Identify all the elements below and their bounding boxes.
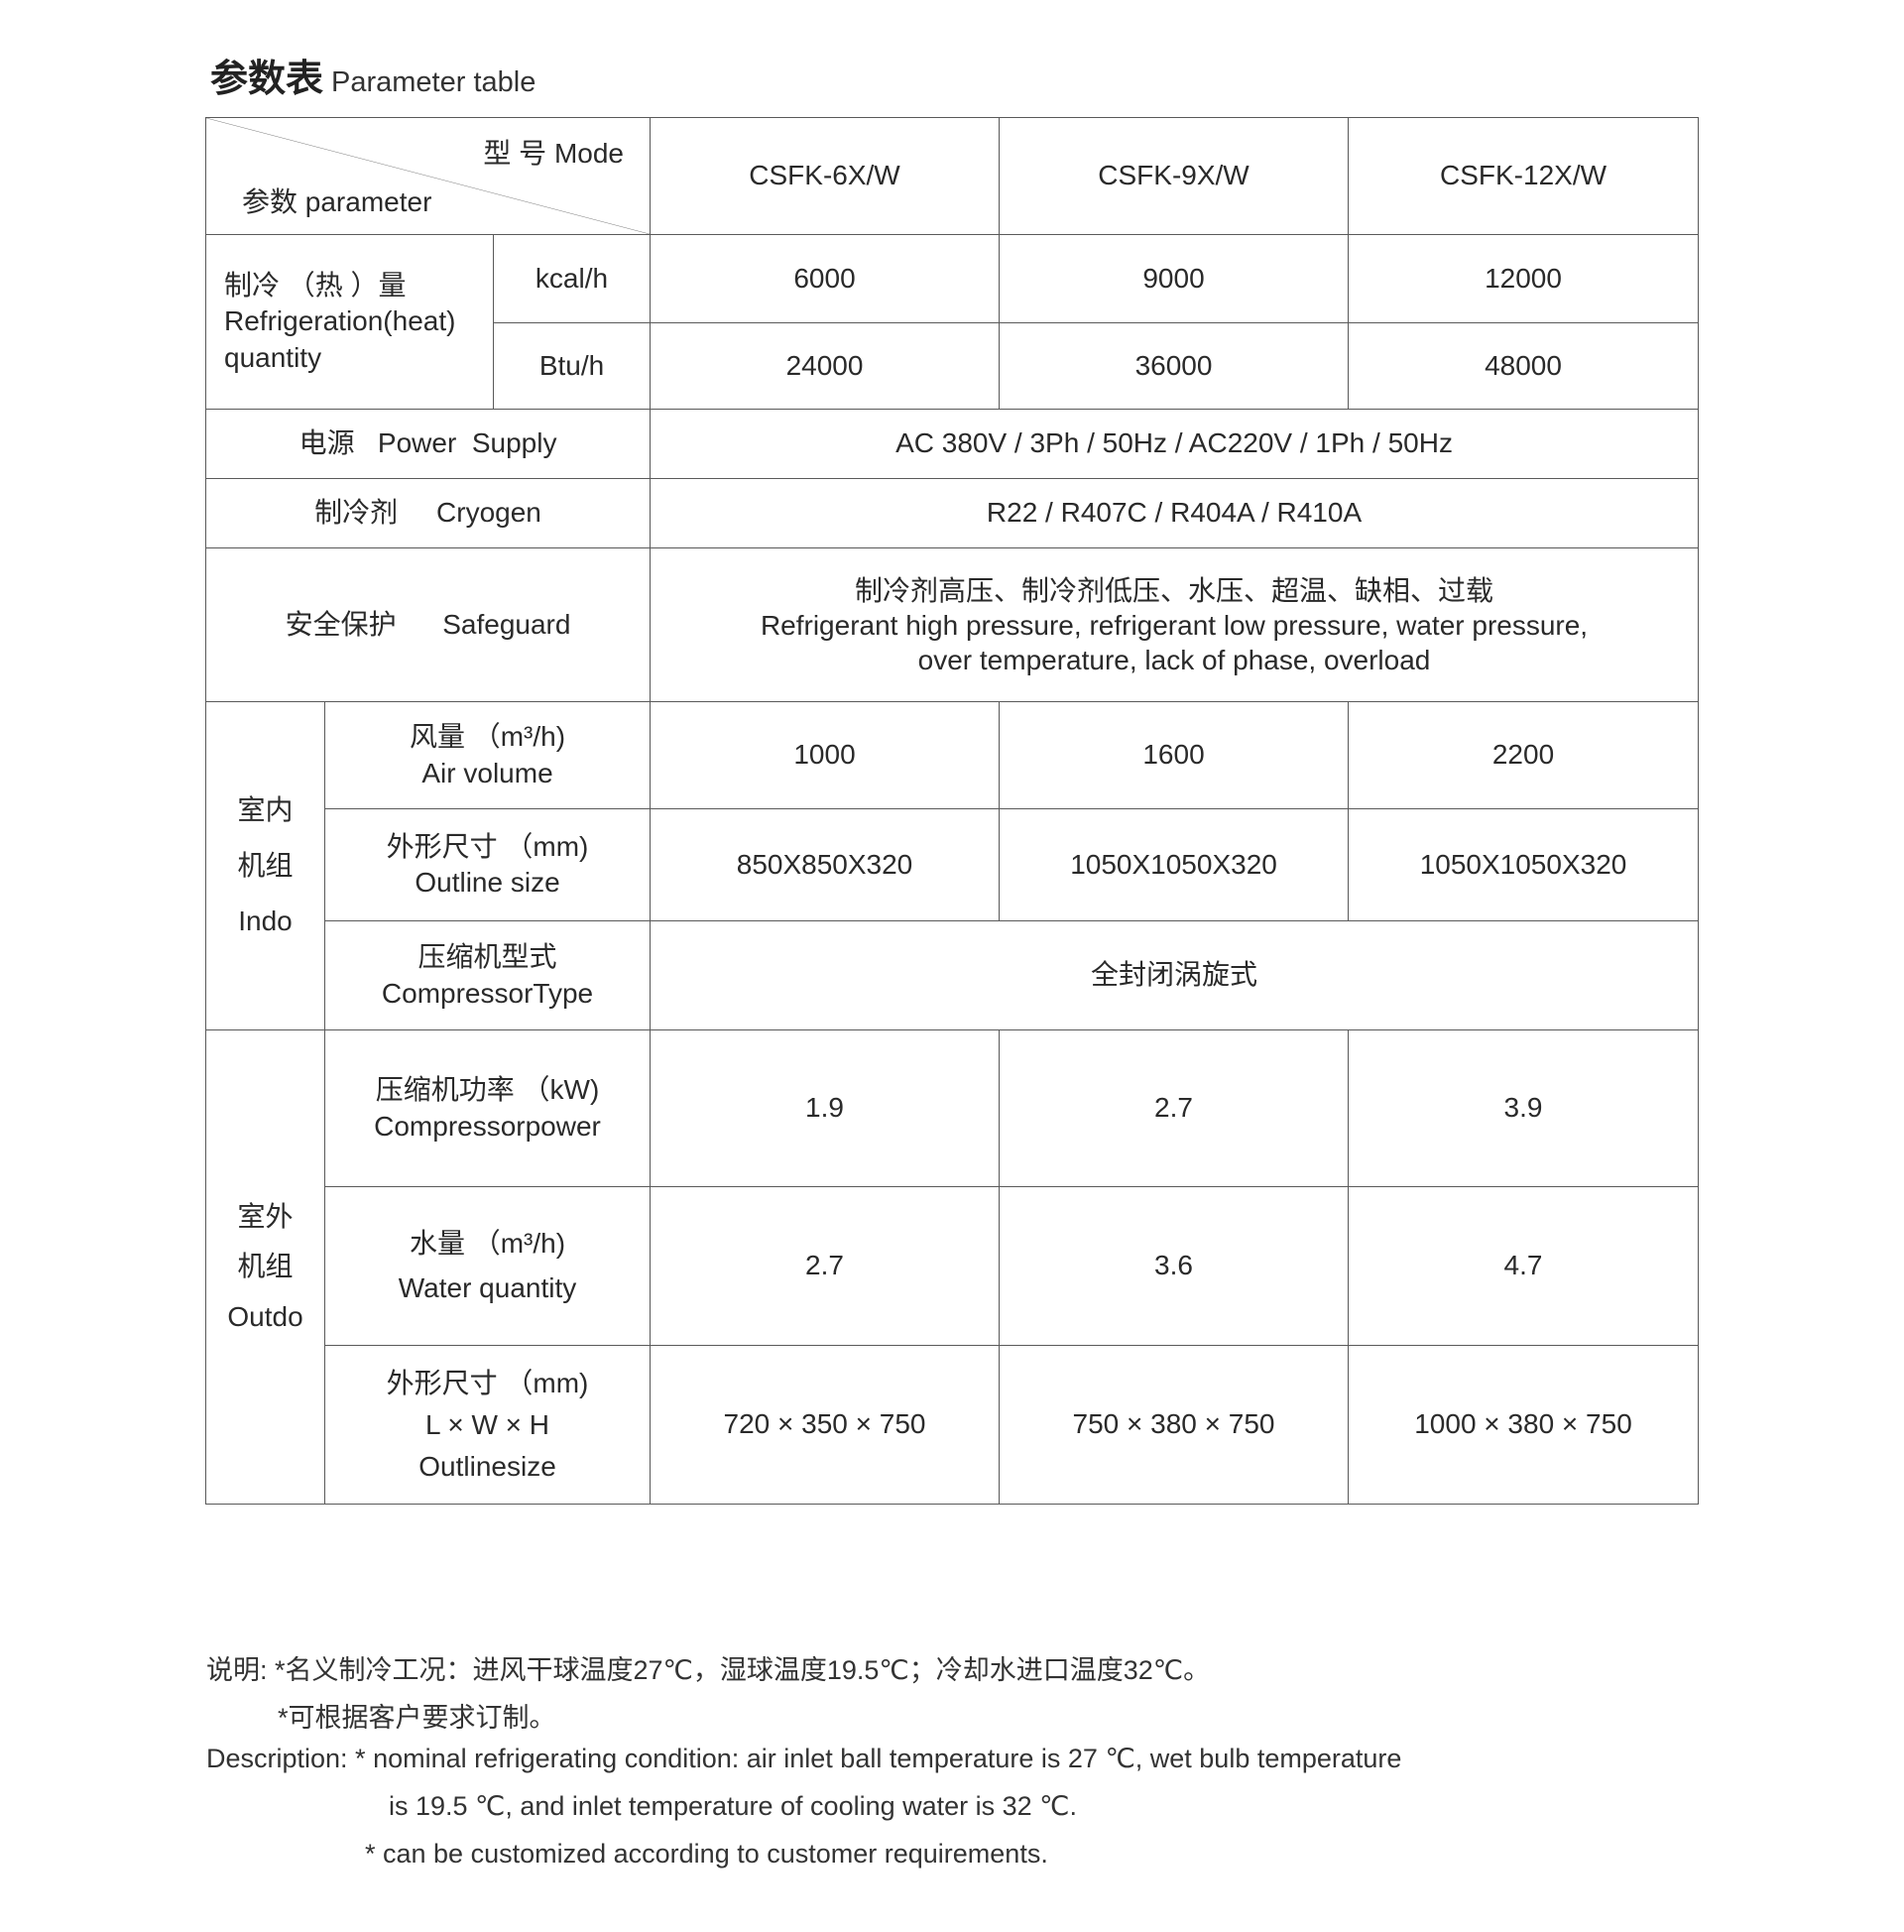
safeguard-en: Refrigerant high pressure, refrigerant l… (760, 609, 1589, 641)
table-row: 制冷 （热 ）量 Refrigeration(heat) quantity kc… (205, 234, 1700, 410)
water-quantity-label: 水量 （m³/h) Water quantity (323, 1186, 652, 1346)
compressor-type-value: 全封闭涡旋式 (650, 920, 1700, 1030)
value-cell: 6000 (650, 234, 1001, 323)
value-cell: 36000 (999, 322, 1350, 410)
table-row: 压缩机型式 CompressorType 全封闭涡旋式 (206, 920, 1700, 1030)
power-value: AC 380V / 3Ph / 50Hz / AC220V / 1Ph / 50… (650, 409, 1700, 479)
model-header: CSFK-12X/W (1348, 117, 1700, 235)
table-row: 安全保护 Safeguard 制冷剂高压、制冷剂低压、水压、超温、缺相、过载 R… (204, 547, 1700, 702)
label-cn: 压缩机型式 (417, 941, 557, 973)
table-row: 水量 （m³/h) Water quantity 2.7 3.6 4.7 (206, 1186, 1700, 1346)
value-cell: 2200 (1348, 701, 1700, 809)
model-header: CSFK-9X/W (999, 117, 1350, 235)
label-en: Compressorpower (374, 1110, 601, 1142)
label-cn: 外形尺寸 （mm) (386, 830, 589, 862)
label-en: quantity (224, 341, 322, 373)
value-cell: 9000 (999, 234, 1350, 323)
label-dims: L × W × H (425, 1408, 550, 1440)
cryogen-value: R22 / R407C / R404A / R410A (650, 478, 1700, 548)
value-cell: 850X850X320 (650, 808, 1001, 921)
table-row: 制冷剂 Cryogen R22 / R407C / R404A / R410A (204, 478, 1700, 548)
cryogen-label: 制冷剂 Cryogen (204, 478, 652, 548)
value-cell: 3.6 (999, 1186, 1350, 1346)
safeguard-cn: 制冷剂高压、制冷剂低压、水压、超温、缺相、过载 (855, 574, 1494, 606)
page-title: 参数表 Parameter table (210, 48, 536, 102)
table-row: 室外 机组 Outdo 压缩机功率 （kW) Compressorpower 1… (205, 1029, 1700, 1505)
value-cell: 2.7 (999, 1029, 1350, 1187)
value-cell: 1.9 (650, 1029, 1001, 1187)
value-cell: 1050X1050X320 (1348, 808, 1700, 921)
indoor-outline-label: 外形尺寸 （mm) Outline size (323, 808, 652, 921)
group-text: Outdo (227, 1300, 303, 1332)
group-text: 室外 (237, 1200, 294, 1232)
note-line: Description: * nominal refrigerating con… (206, 1744, 1402, 1773)
label-en: CompressorType (381, 977, 594, 1009)
value-cell: 3.9 (1348, 1029, 1700, 1187)
value-cell: 1600 (999, 701, 1350, 809)
table-row: 室内 机组 Indo 风量 （m³/h) Air volume 1000 160… (205, 701, 1700, 1030)
label-en: Water quantity (398, 1271, 577, 1303)
value-cell: 2.7 (650, 1186, 1001, 1346)
value-cell: 750 × 380 × 750 (999, 1345, 1350, 1505)
group-text: 室内 (237, 794, 294, 825)
unit-kcal: kcal/h (492, 234, 652, 323)
value-cell: 1000 (650, 701, 1001, 809)
table-row: 型 号 Mode 参数 parameter CSFK-6X/W CSFK-9X/… (204, 117, 1700, 235)
unit-btu: Btu/h (492, 322, 652, 410)
label-en: Outlinesize (418, 1450, 556, 1482)
group-text: 机组 (237, 1251, 294, 1282)
value-cell: 4.7 (1348, 1186, 1700, 1346)
table-row: 外形尺寸 （mm) Outline size 850X850X320 1050X… (206, 808, 1700, 921)
table-row: 外形尺寸 （mm) L × W × H Outlinesize 720 × 35… (206, 1345, 1700, 1505)
label-cn: 压缩机功率 （kW) (375, 1074, 600, 1106)
label-cn: 外形尺寸 （mm) (386, 1367, 589, 1398)
mode-label: 型 号 Mode (483, 138, 625, 169)
table-row: 电源 Power Supply AC 380V / 3Ph / 50Hz / A… (204, 409, 1700, 479)
label-en: Refrigeration(heat) (224, 305, 456, 337)
value-cell: 1000 × 380 × 750 (1348, 1345, 1700, 1505)
note-line: 说明: *名义制冷工况：进风干球温度27℃，湿球温度19.5℃；冷却水进口温度3… (206, 1655, 1211, 1685)
power-label: 电源 Power Supply (204, 409, 652, 479)
group-text: 机组 (237, 850, 294, 881)
note-line: *可根据客户要求订制。 (278, 1703, 556, 1733)
label-en: Air volume (421, 757, 553, 788)
table-row: Btu/h 24000 36000 48000 (206, 322, 1700, 410)
refrigeration-label: 制冷 （热 ）量 Refrigeration(heat) quantity (205, 234, 494, 410)
diagonal-line (206, 118, 650, 234)
value-cell: 12000 (1348, 234, 1700, 323)
safeguard-en: over temperature, lack of phase, overloa… (917, 644, 1431, 675)
value-cell: 1050X1050X320 (999, 808, 1350, 921)
label-en: Outline size (415, 867, 560, 898)
diagonal-header-cell: 型 号 Mode 参数 parameter (204, 117, 652, 235)
label-cn: 水量 （m³/h) (409, 1227, 566, 1259)
parameter-label: 参数 parameter (242, 185, 432, 217)
title-cn: 参数表 (210, 59, 324, 100)
safeguard-value: 制冷剂高压、制冷剂低压、水压、超温、缺相、过载 Refrigerant high… (650, 547, 1700, 702)
note-line: * can be customized according to custome… (365, 1839, 1048, 1869)
value-cell: 720 × 350 × 750 (650, 1345, 1001, 1505)
outdoor-outline-label: 外形尺寸 （mm) L × W × H Outlinesize (323, 1345, 652, 1505)
value-cell: 48000 (1348, 322, 1700, 410)
indoor-group-label: 室内 机组 Indo (205, 701, 325, 1030)
value-cell: 24000 (650, 322, 1001, 410)
model-header: CSFK-6X/W (650, 117, 1001, 235)
outdoor-group-label: 室外 机组 Outdo (205, 1029, 325, 1505)
compressor-type-label: 压缩机型式 CompressorType (323, 920, 652, 1030)
air-volume-label: 风量 （m³/h) Air volume (323, 701, 652, 809)
group-text: Indo (238, 906, 293, 936)
parameter-table: 型 号 Mode 参数 parameter CSFK-6X/W CSFK-9X/… (204, 117, 1700, 1505)
label-cn: 风量 （m³/h) (409, 721, 566, 753)
safeguard-label: 安全保护 Safeguard (204, 547, 652, 702)
note-line: is 19.5 ℃, and inlet temperature of cool… (389, 1791, 1077, 1821)
title-en: Parameter table (331, 66, 536, 98)
compressor-power-label: 压缩机功率 （kW) Compressorpower (323, 1029, 652, 1187)
label-cn: 制冷 （热 ）量 (224, 269, 407, 301)
